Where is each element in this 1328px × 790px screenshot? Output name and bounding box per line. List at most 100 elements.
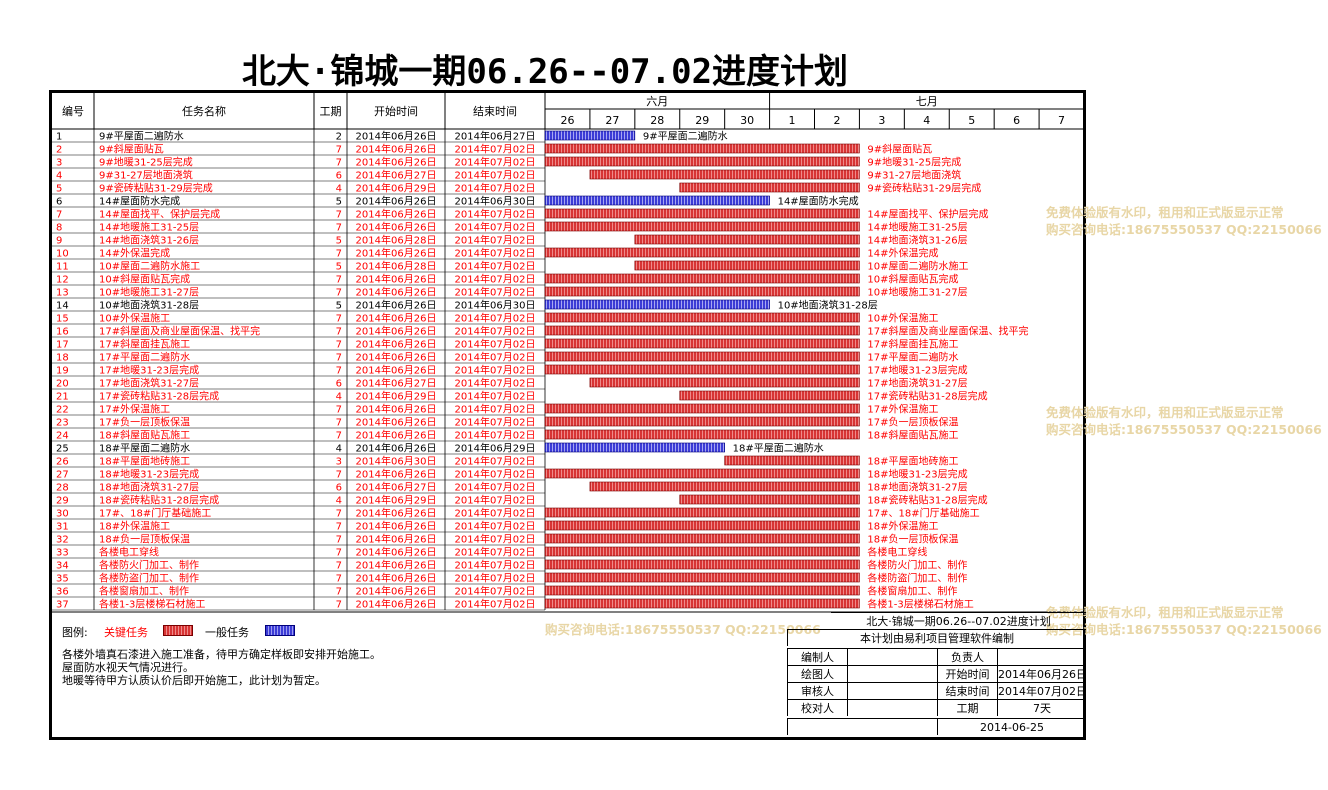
task-duration: 7 — [336, 587, 342, 598]
task-duration: 4 — [336, 392, 342, 403]
task-no: 35 — [56, 574, 69, 585]
task-end: 2014年07月02日 — [455, 273, 536, 286]
task-row: 29 18#瓷砖粘贴31-28层完成 4 2014年06月29日 2014年07月02日… — [52, 494, 988, 507]
task-row: 15 10#外保温施工 7 2014年06月26日 2014年07月02日 10#外保温施… — [52, 312, 939, 325]
task-bar — [589, 481, 860, 492]
info-date: 2014-06-25 — [937, 718, 1086, 735]
task-name: 18#负一层顶板保温 — [99, 533, 190, 546]
task-end: 2014年07月02日 — [455, 234, 536, 247]
task-row: 35 各楼防盗门加工、制作 7 2014年06月26日 2014年07月02日 各楼防盗门… — [52, 572, 967, 585]
task-name: 9#31-27层地面浇筑 — [99, 169, 193, 182]
task-row: 3 9#地暖31-25层完成 7 2014年06月26日 2014年07月02日 9#地暖… — [52, 156, 961, 169]
task-end: 2014年07月02日 — [455, 429, 536, 442]
bar-label: 18#斜屋面贴瓦施工 — [867, 429, 958, 442]
task-bar — [544, 221, 860, 232]
watermark-line2: 购买咨询电话:18675550537 QQ:22150066 — [1046, 622, 1322, 637]
task-name: 各楼防盗门加工、制作 — [99, 572, 199, 585]
task-duration: 7 — [336, 340, 342, 351]
bar-label: 17#斜屋面挂瓦施工 — [867, 338, 958, 351]
task-start: 2014年06月26日 — [356, 507, 437, 520]
task-duration: 4 — [336, 496, 342, 507]
task-end: 2014年07月02日 — [455, 507, 536, 520]
task-duration: 7 — [336, 535, 342, 546]
task-row: 9 14#地面浇筑31-26层 5 2014年06月28日 2014年07月02日 14#… — [52, 234, 968, 247]
task-name: 17#负一层顶板保温 — [99, 416, 190, 429]
task-end: 2014年07月02日 — [455, 533, 536, 546]
task-duration: 4 — [336, 184, 342, 195]
task-start: 2014年06月26日 — [356, 585, 437, 598]
task-name: 10#屋面二遍防水施工 — [99, 260, 200, 273]
task-no: 18 — [56, 353, 69, 364]
task-row: 20 17#地面浇筑31-27层 6 2014年06月27日 2014年07月02日 17… — [52, 377, 968, 390]
task-end: 2014年07月02日 — [455, 585, 536, 598]
bar-label: 10#地暖施工31-27层 — [867, 286, 967, 299]
bar-label: 18#平屋面二遍防水 — [733, 442, 824, 455]
task-name: 17#地暖31-23层完成 — [99, 364, 199, 377]
task-bar — [544, 143, 860, 154]
task-end: 2014年07月02日 — [455, 247, 536, 260]
watermark-line2: 购买咨询电话:18675550537 QQ:22150066 — [1046, 222, 1322, 237]
task-name: 17#平屋面二遍防水 — [99, 351, 190, 364]
task-bar — [634, 234, 860, 245]
task-row: 1 9#平屋面二遍防水 2 2014年06月26日 2014年06月27日 9#平屋面二遍… — [52, 130, 728, 143]
task-row: 2 9#斜屋面贴瓦 7 2014年06月26日 2014年07月02日 9#斜屋面贴瓦 — [52, 143, 932, 156]
task-start: 2014年06月26日 — [356, 572, 437, 585]
task-end: 2014年07月02日 — [455, 364, 536, 377]
task-bar — [544, 546, 860, 557]
task-no: 37 — [56, 600, 69, 611]
task-duration: 7 — [336, 600, 342, 611]
bar-label: 10#地面浇筑31-28层 — [778, 299, 878, 312]
task-name: 各楼电工穿线 — [99, 546, 159, 559]
task-no: 36 — [56, 587, 69, 598]
task-bar — [544, 325, 860, 336]
task-duration: 5 — [336, 301, 342, 312]
task-row: 18 17#平屋面二遍防水 7 2014年06月26日 2014年07月02日 17#平屋… — [52, 351, 959, 364]
bar-label: 14#外保温完成 — [867, 247, 938, 260]
task-start: 2014年06月26日 — [356, 533, 437, 546]
bar-label: 18#地暖31-23层完成 — [867, 468, 967, 481]
task-duration: 7 — [336, 145, 342, 156]
task-bar — [544, 429, 860, 440]
bar-label: 18#瓷砖粘贴31-28层完成 — [867, 494, 987, 507]
task-start: 2014年06月29日 — [356, 494, 437, 507]
task-row: 33 各楼电工穿线 7 2014年06月26日 2014年07月02日 各楼电工穿线 — [52, 546, 927, 559]
info-reviewer-value — [847, 682, 937, 699]
task-no: 31 — [56, 522, 69, 533]
task-bar — [679, 494, 860, 505]
task-start: 2014年06月26日 — [356, 143, 437, 156]
task-bar — [544, 312, 860, 323]
task-name: 17#斜屋面挂瓦施工 — [99, 338, 190, 351]
info-drawer-label: 绘图人 — [787, 665, 847, 682]
day-label: 4 — [923, 114, 930, 127]
gantt-rows: 1 9#平屋面二遍防水 2 2014年06月26日 2014年06月27日 9#平屋面二遍… — [52, 130, 1029, 611]
task-start: 2014年06月26日 — [356, 364, 437, 377]
task-duration: 5 — [336, 236, 342, 247]
task-no: 16 — [56, 327, 69, 338]
info-checker-value — [847, 699, 937, 716]
header-start: 开始时间 — [374, 104, 418, 118]
bar-label: 9#斜屋面贴瓦 — [867, 143, 932, 156]
info-editor-value — [847, 648, 937, 665]
task-bar — [544, 416, 860, 427]
task-bar — [679, 390, 860, 401]
info-drawer-value — [847, 665, 937, 682]
task-bar — [589, 377, 860, 388]
task-name: 17#、18#门厅基础施工 — [99, 507, 211, 520]
task-end: 2014年07月02日 — [455, 260, 536, 273]
task-name: 17#瓷砖粘贴31-28层完成 — [99, 390, 219, 403]
day-label: 5 — [968, 114, 975, 127]
task-bar — [544, 364, 860, 375]
task-end: 2014年07月02日 — [455, 338, 536, 351]
task-name: 14#地面浇筑31-26层 — [99, 234, 199, 247]
bar-label: 14#屋面防水完成 — [778, 195, 859, 208]
task-start: 2014年06月29日 — [356, 390, 437, 403]
task-end: 2014年07月02日 — [455, 286, 536, 299]
task-start: 2014年06月26日 — [356, 416, 437, 429]
task-no: 8 — [56, 223, 62, 234]
day-label: 1 — [789, 114, 796, 127]
day-label: 3 — [878, 114, 885, 127]
task-start: 2014年06月26日 — [356, 247, 437, 260]
info-title: 北大·锦城一期06.26--07.02进度计划 — [831, 612, 1086, 629]
task-start: 2014年06月28日 — [356, 260, 437, 273]
task-end: 2014年07月02日 — [455, 468, 536, 481]
